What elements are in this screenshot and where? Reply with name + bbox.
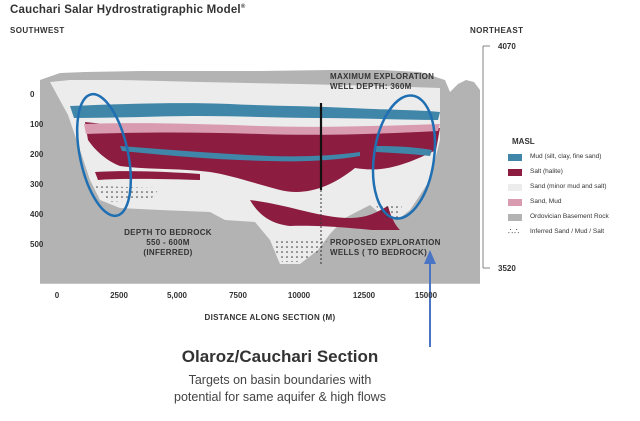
legend-label-inferred: Inferred Sand / Mud / Salt	[530, 228, 605, 235]
mud-layer-right	[375, 146, 432, 156]
x-tick-0: 0	[54, 291, 60, 300]
legend-swatch-salt	[508, 169, 522, 176]
title-registered-mark: ®	[240, 4, 246, 11]
legend-unit: MASL	[512, 137, 535, 146]
title-text: Cauchari Salar Hydrostratigraphic Model	[10, 4, 241, 16]
legend-label-sandmud: Sand, Mud	[530, 198, 562, 205]
direction-northeast: NORTHEAST	[470, 26, 524, 35]
inferred-center	[272, 238, 330, 262]
annotation-max-depth: MAXIMUM EXPLORATION WELL DEPTH: 360M	[330, 72, 434, 92]
annotation-bedrock-line3: (INFERRED)	[143, 248, 193, 257]
salt-thin-left	[95, 171, 200, 180]
annotation-bedrock: DEPTH TO BEDROCK 550 - 600M (INFERRED)	[118, 228, 218, 258]
x-tick-5000: 5,000	[166, 291, 188, 300]
y-tick-200: 200	[30, 150, 44, 159]
mud-layer-top	[70, 103, 440, 120]
y-tick-100: 100	[30, 120, 44, 129]
legend-swatch-mud	[508, 154, 522, 161]
x-tick-7500: 7500	[229, 291, 247, 300]
annotation-proposed-line1: PROPOSED EXPLORATION	[330, 238, 441, 247]
legend-item-mud: Mud (silt, clay, fine sand)	[508, 153, 640, 164]
legend-item-inferred: ∴∴ Inferred Sand / Mud / Salt	[508, 227, 640, 239]
y-tick-500: 500	[30, 240, 44, 249]
annotation-proposed-line2: WELLS ( TO BEDROCK)	[330, 248, 428, 257]
annotation-max-depth-line2: WELL DEPTH: 360M	[330, 82, 412, 91]
annotation-max-depth-line1: MAXIMUM EXPLORATION	[330, 72, 435, 81]
legend-label-basement: Ordovician Basement Rock	[530, 213, 609, 220]
x-tick-15000: 15000	[414, 291, 438, 300]
x-tick-10000: 10000	[287, 291, 311, 300]
x-tick-12500: 12500	[352, 291, 376, 300]
annotation-bedrock-line2: 550 - 600M	[146, 238, 190, 247]
elevation-bottom: 3520	[498, 264, 516, 273]
legend-swatch-inferred: ∴∴	[508, 227, 521, 236]
legend-item-sandmud: Sand, Mud	[508, 198, 640, 209]
legend-label-sand: Sand (minor mud and salt)	[530, 183, 607, 190]
legend-swatch-sand	[508, 184, 522, 191]
diagram-title: Cauchari Salar Hydrostratigraphic Model®	[10, 4, 245, 16]
legend-item-basement: Ordovician Basement Rock	[508, 213, 640, 224]
legend-swatch-sandmud	[508, 199, 522, 206]
direction-southwest: SOUTHWEST	[10, 26, 65, 35]
salt-body-lower	[250, 200, 400, 230]
annotation-bedrock-line1: DEPTH TO BEDROCK	[124, 228, 212, 237]
target-arrow-head	[424, 250, 436, 264]
y-tick-400: 400	[30, 210, 44, 219]
legend-item-salt: Salt (halite)	[508, 168, 640, 179]
target-ellipse-right	[371, 94, 437, 220]
inferred-left	[92, 186, 160, 202]
caption-line1: Targets on basin boundaries with	[188, 373, 372, 387]
legend-swatch-basement	[508, 214, 522, 221]
caption-title: Olaroz/Cauchari Section	[181, 347, 379, 366]
mud-layer-mid	[120, 146, 360, 162]
elevation-top: 4070	[498, 42, 516, 51]
legend-label-mud: Mud (silt, clay, fine sand)	[530, 153, 602, 160]
annotation-proposed: PROPOSED EXPLORATION WELLS ( TO BEDROCK)	[330, 238, 441, 258]
legend-label-salt: Salt (halite)	[530, 168, 563, 175]
y-tick-300: 300	[30, 180, 44, 189]
legend-item-sand: Sand (minor mud and salt)	[508, 183, 640, 194]
x-axis-label: DISTANCE ALONG SECTION (M)	[204, 313, 336, 322]
y-tick-0: 0	[30, 90, 35, 99]
x-tick-2500: 2500	[110, 291, 128, 300]
caption-line2: potential for same aquifer & high flows	[174, 390, 386, 404]
sandmud-band	[84, 123, 440, 135]
target-ellipse-left	[75, 92, 133, 218]
